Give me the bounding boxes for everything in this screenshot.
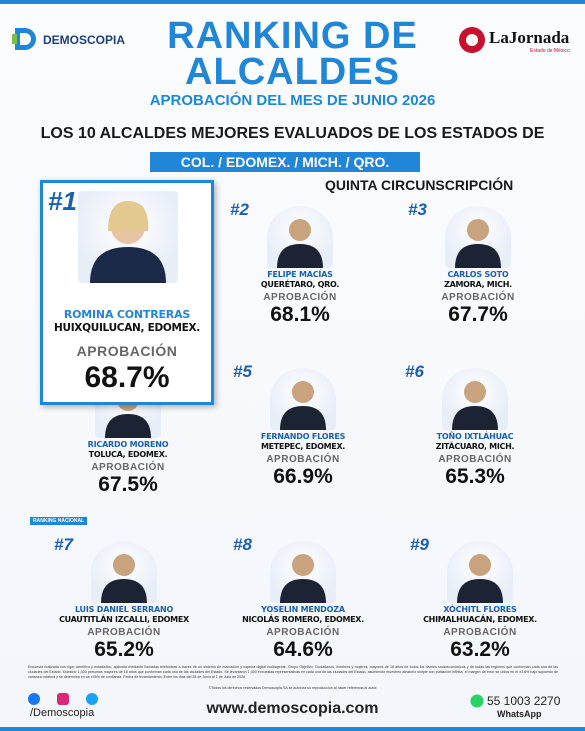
- rank: #9: [410, 535, 429, 554]
- approval-value: 64.6%: [273, 638, 333, 661]
- name: XÓCHITL FLORES: [443, 605, 517, 614]
- title: RANKING DE: [167, 15, 418, 57]
- website: www.demoscopia.com: [206, 700, 379, 717]
- social-icons: [28, 693, 98, 705]
- approval-label: APROBACIÓN: [91, 462, 165, 473]
- region: QUINTA CIRCUNSCRIPCIÓN: [325, 177, 514, 193]
- place: QUERÉTARO, QRO.: [260, 280, 340, 289]
- photo: [78, 191, 178, 283]
- photo: [91, 541, 157, 603]
- approval-label: APROBACIÓN: [76, 343, 178, 359]
- logo-icon: [12, 28, 36, 50]
- name: TOÑO IXTLÁHUAC: [436, 432, 514, 441]
- photo: [445, 206, 511, 268]
- name: ROMINA CONTRERAS: [63, 308, 191, 321]
- partner: LaJornada: [489, 28, 570, 47]
- name: YOSELIN MENDOZA: [261, 605, 345, 614]
- approval-label: APROBACIÓN: [266, 454, 340, 465]
- approval-value: 65.3%: [445, 465, 505, 488]
- place: HUIXQUILUCAN, EDOMEX.: [53, 322, 200, 334]
- approval-label: APROBACIÓN: [438, 454, 512, 465]
- ranking-card: #9 XÓCHITL FLORES CHIMALHUACÁN, EDOMEX. APR…: [410, 535, 550, 661]
- approval-value: 67.5%: [98, 473, 158, 496]
- rank: #5: [233, 362, 252, 381]
- place: CUAUTITLÁN IZCALLI, EDOMEX: [59, 615, 189, 624]
- ranking-card: #7 LUIS DANIEL SERRANO CUAUTITLÁN IZCALLI,…: [54, 535, 194, 661]
- name: LUIS DANIEL SERRANO: [74, 605, 174, 614]
- whatsapp: WhatsApp: [497, 709, 542, 719]
- methodology: Encuesta realizada con rigor científico …: [28, 665, 558, 679]
- approval-value: 67.7%: [448, 303, 508, 326]
- intro: LOS 10 ALCALDES MEJORES EVALUADOS DE LOS…: [40, 125, 545, 142]
- approval-value: 68.7%: [84, 361, 170, 394]
- rights: ©Todos los derechos reservados Demoscopi…: [208, 686, 378, 690]
- approval-label: APROBACIÓN: [441, 292, 515, 303]
- partner-icon: [459, 27, 485, 53]
- approval-value: 65.2%: [94, 638, 154, 661]
- place: ZAMORA, MICH.: [444, 280, 512, 289]
- whatsapp-icon: [470, 694, 484, 708]
- partner-sub: Estado de México: [530, 48, 570, 54]
- place: METEPEC, EDOMEX.: [260, 442, 346, 451]
- approval-value: 66.9%: [273, 465, 333, 488]
- subtitle: APROBACIÓN DEL MES DE JUNIO 2026: [149, 92, 436, 109]
- bottom-bar: [0, 727, 585, 731]
- name: FERNANDO FLORES: [260, 432, 346, 441]
- ranking-card: #8 YOSELIN MENDOZA NICOLÁS ROMERO, EDOMEX.…: [233, 535, 373, 661]
- rank: #8: [233, 535, 252, 554]
- place: ZITÁCUARO, MICH.: [435, 442, 515, 451]
- name: RICARDO MORENO: [87, 440, 169, 449]
- ranking-card: #2 FELIPE MACÍAS QUERÉTARO, QRO. APROBACIÓN…: [230, 200, 370, 326]
- approval-label: APROBACIÓN: [263, 292, 337, 303]
- rank: #6: [405, 362, 424, 381]
- featured-card: #1 ROMINA CONTRERAS HUIXQUILUCAN, EDOMEX. A…: [40, 180, 214, 405]
- rank: #3: [408, 200, 427, 219]
- photo: [267, 206, 333, 268]
- section-label: RANKING NACIONAL: [30, 517, 88, 525]
- approval-label: APROBACIÓN: [266, 627, 340, 638]
- approval-value: 68.1%: [270, 303, 330, 326]
- logo-text: DEMOSCOPIA: [43, 33, 126, 47]
- rank: #7: [54, 535, 73, 554]
- top-bar: [0, 0, 585, 4]
- rank: #1: [48, 186, 77, 216]
- approval-label: APROBACIÓN: [87, 627, 161, 638]
- place: TOLUCA, EDOMEX.: [88, 450, 168, 459]
- ranking-card: #3 CARLOS SOTO ZAMORA, MICH. APROBACIÓN 67.7…: [408, 200, 548, 326]
- photo: [447, 541, 513, 603]
- title: ALCALDES: [185, 51, 400, 93]
- place: NICOLÁS ROMERO, EDOMEX.: [242, 615, 364, 624]
- phone: 55 1003 2270: [487, 694, 561, 708]
- ranking-card: #5 FERNANDO FLORES METEPEC, EDOMEX. APROBAC…: [233, 362, 373, 488]
- social: /Demoscopia: [30, 707, 95, 719]
- name: FELIPE MACÍAS: [267, 270, 333, 279]
- approval-value: 63.2%: [450, 638, 510, 661]
- states: COL. / EDOMEX. / MICH. / QRO.: [150, 152, 420, 172]
- ranking-card: #6 TOÑO IXTLÁHUAC ZITÁCUARO, MICH. APROBACI…: [405, 362, 545, 488]
- photo: [270, 541, 336, 603]
- place: CHIMALHUACÁN, EDOMEX.: [423, 615, 537, 624]
- photo: [442, 368, 508, 430]
- name: CARLOS SOTO: [447, 270, 509, 279]
- approval-label: APROBACIÓN: [443, 627, 517, 638]
- photo: [270, 368, 336, 430]
- rank: #2: [230, 200, 249, 219]
